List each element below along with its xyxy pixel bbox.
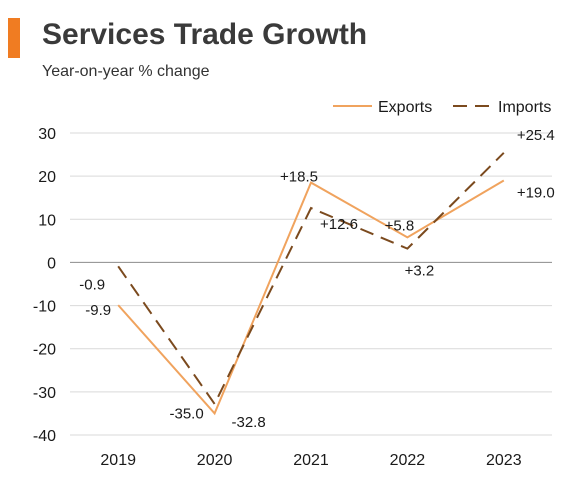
y-tick-label: 20 [38,169,56,186]
y-tick-label: -30 [33,385,56,402]
y-tick-label: -10 [33,299,56,316]
series-line-exports [117,179,505,416]
data-label-exports: +18.5 [280,169,318,186]
y-tick-label: 30 [38,126,56,143]
y-tick-label: 0 [47,255,56,272]
data-label-imports: -0.9 [79,276,105,293]
data-label-imports: +12.6 [320,216,358,233]
data-label-imports: -32.8 [231,414,265,431]
legend-label-imports: Imports [498,99,551,116]
chart-subtitle: Year-on-year % change [42,63,210,80]
data-label-imports: +3.2 [405,263,435,280]
data-label-exports: +5.8 [385,217,415,234]
title-accent-bar [8,18,20,58]
grid-lines [70,132,552,436]
x-axis-tick-labels: 2019 2020 2021 2022 2023 [100,452,521,469]
data-label-imports: +25.4 [517,127,555,144]
series-line-imports [117,152,505,406]
legend: Exports Imports [333,99,551,116]
legend-label-exports: Exports [378,99,432,116]
y-axis-tick-labels: 30 20 10 0 -10 -20 -30 -40 [33,126,56,445]
data-labels: -9.9 -35.0 +18.5 +5.8 +19.0 -0.9 -32.8 +12.6 +3.… [79,127,555,431]
data-label-exports: -9.9 [85,302,111,319]
y-tick-label: 10 [38,212,56,229]
x-tick-label: 2019 [100,452,136,469]
x-tick-label: 2020 [197,452,233,469]
data-label-exports: -35.0 [169,405,203,422]
y-tick-label: -20 [33,342,56,359]
series-lines [117,152,505,416]
y-tick-label: -40 [33,428,56,445]
x-tick-label: 2022 [390,452,426,469]
x-tick-label: 2021 [293,452,329,469]
chart-title: Services Trade Growth [42,18,368,51]
x-tick-label: 2023 [486,452,522,469]
data-label-exports: +19.0 [517,184,555,201]
